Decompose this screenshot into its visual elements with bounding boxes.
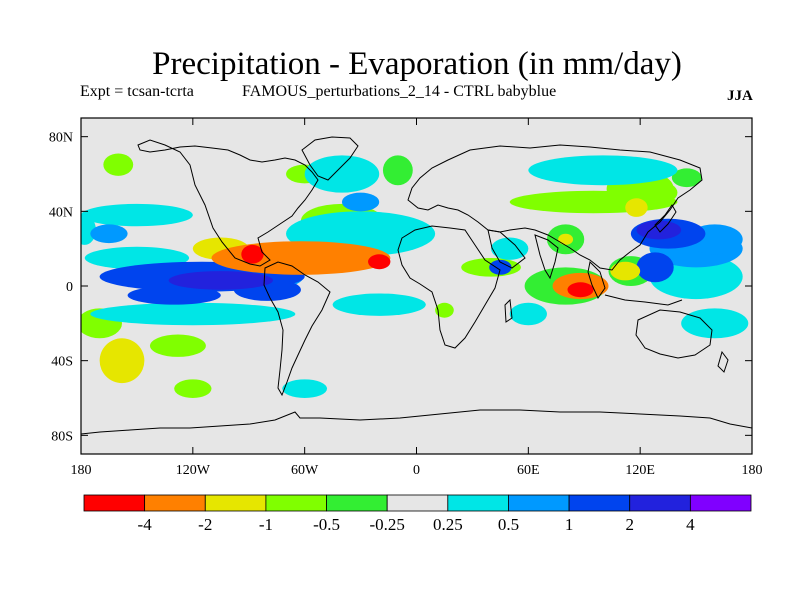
field-region	[282, 379, 328, 398]
y-tick-label: 80S	[51, 429, 73, 444]
colorbar-swatch	[204, 494, 267, 512]
field-region	[90, 302, 296, 326]
coast-north-america	[137, 139, 319, 267]
field-region	[640, 181, 678, 204]
coast-australia	[635, 309, 713, 359]
colorbar-swatch	[689, 494, 752, 512]
x-tick-label: 120E	[625, 463, 655, 478]
colorbar-label: -4	[138, 515, 153, 534]
coast-japan	[654, 204, 677, 233]
coast-madagascar	[504, 298, 513, 323]
field-region	[382, 155, 413, 186]
field-region	[671, 168, 702, 188]
coast-africa	[397, 225, 501, 349]
subtitle-season: JJA	[727, 88, 753, 104]
colorbar-label: 2	[625, 515, 634, 534]
coast-indonesia	[604, 294, 683, 306]
field-region	[211, 241, 391, 275]
field-region	[127, 286, 221, 305]
y-tick-label: 80N	[49, 131, 73, 146]
field-region	[489, 259, 512, 275]
x-tick-label: 60W	[291, 463, 319, 478]
x-axis: 180 120W 60W 0 60E 120E 180	[71, 118, 763, 478]
field-region	[509, 302, 547, 326]
field-region	[168, 271, 273, 290]
colorbar-label: 0.5	[498, 515, 519, 534]
field-region	[636, 252, 674, 283]
coast-antarctica	[81, 409, 752, 435]
field-region	[368, 254, 391, 270]
field-region	[491, 237, 529, 260]
subtitle-comparison: FAMOUS_perturbations_2_14 - CTRL babyblu…	[242, 83, 557, 100]
coastlines	[81, 136, 752, 435]
x-tick-label: 180	[71, 463, 92, 478]
field-region	[174, 379, 212, 398]
colorbar-label: -1	[259, 515, 273, 534]
field-region	[610, 261, 641, 281]
colorbar-swatch	[568, 494, 631, 512]
coast-europe-asia	[407, 144, 703, 271]
colorbar-label: -0.5	[313, 515, 340, 534]
field-region	[567, 282, 594, 298]
colorbar-label: -2	[198, 515, 212, 534]
coast-new-zealand	[717, 350, 729, 373]
colorbar-swatch	[629, 494, 691, 512]
colorbar-swatch	[508, 494, 570, 512]
field-region	[81, 203, 193, 227]
y-tick-label: 40N	[49, 205, 73, 220]
colorbar-label: -0.25	[369, 515, 404, 534]
field-region	[304, 155, 380, 193]
field-region	[558, 233, 574, 245]
colorbar-swatch	[144, 494, 206, 512]
colorbar-label: 1	[565, 515, 574, 534]
colorbar-swatch	[326, 494, 388, 512]
colorbar-swatch	[83, 494, 146, 512]
colorbar: -4 -2 -1 -0.5 -0.25 0.25 0.5 1 2 4	[83, 494, 752, 534]
field-region	[528, 155, 678, 186]
field-region	[99, 338, 145, 384]
field-region	[625, 198, 648, 217]
x-tick-label: 60E	[517, 463, 540, 478]
coast-arabia	[487, 229, 526, 269]
coast-greenland	[301, 136, 359, 181]
x-tick-label: 180	[742, 463, 763, 478]
x-tick-label: 0	[413, 463, 420, 478]
field-region	[341, 192, 380, 212]
colorbar-label: 4	[686, 515, 695, 534]
colorbar-label: 0.25	[433, 515, 463, 534]
field-region	[332, 293, 426, 316]
field-region	[681, 308, 749, 339]
coast-india	[534, 234, 559, 280]
field-region	[149, 334, 206, 357]
field-region	[90, 224, 128, 244]
field-regions	[81, 153, 749, 398]
coast-south-america	[263, 261, 331, 397]
field-region	[241, 244, 264, 264]
colorbar-swatch	[265, 494, 327, 512]
field-region	[435, 302, 454, 318]
colorbar-swatch	[447, 494, 509, 512]
field-region	[103, 153, 134, 176]
y-tick-label: 40S	[51, 355, 73, 370]
chart-title: Precipitation - Evaporation (in mm/day)	[152, 46, 682, 82]
x-tick-label: 120W	[176, 463, 211, 478]
coast-southeast-asia	[587, 260, 606, 299]
subtitle-experiment: Expt = tcsan-tcrta	[80, 83, 194, 100]
y-tick-label: 0	[66, 280, 73, 295]
colorbar-swatch	[386, 494, 449, 512]
y-axis: 80N 40N 0 40S 80S	[49, 131, 752, 444]
